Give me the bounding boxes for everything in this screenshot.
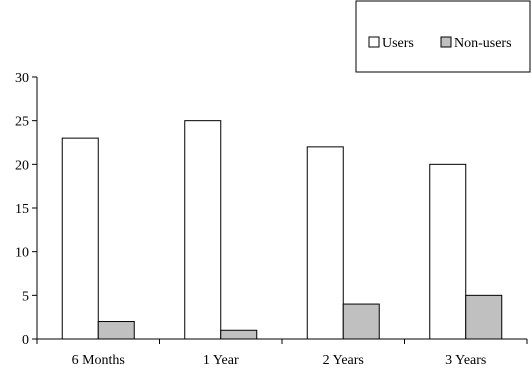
plot-area: 0 5 10 15 20 25 30 6 Months 1 Year 2 Years 3 Years — [15, 71, 528, 368]
x-category-label: 1 Year — [203, 353, 239, 368]
y-tick-label: 30 — [15, 71, 29, 86]
y-tick-label: 0 — [22, 333, 29, 348]
bar-non-users-1 — [220, 329, 258, 340]
legend-label-users: Users — [382, 36, 414, 51]
bar-non-users-3 — [465, 294, 503, 340]
legend: Users Non-users — [355, 0, 531, 73]
y-tick-label: 20 — [15, 158, 29, 173]
bar-users-2 — [306, 146, 344, 340]
y-tick-label: 25 — [15, 115, 29, 130]
y-tick-label: 15 — [15, 202, 29, 217]
y-tick-label: 5 — [22, 289, 29, 304]
bar-non-users-2 — [342, 303, 380, 340]
bar-users-0 — [61, 137, 99, 340]
x-category-label: 3 Years — [445, 353, 486, 368]
legend-label-non-users: Non-users — [454, 36, 512, 51]
legend-swatch-non-users — [440, 36, 452, 48]
bar-users-1 — [184, 120, 222, 340]
y-tick-label: 10 — [15, 246, 29, 261]
bar-users-3 — [429, 163, 467, 340]
x-category-label: 2 Years — [323, 353, 364, 368]
legend-swatch-users — [368, 36, 380, 48]
bar-non-users-0 — [97, 321, 135, 340]
x-category-label: 6 Months — [72, 353, 125, 368]
